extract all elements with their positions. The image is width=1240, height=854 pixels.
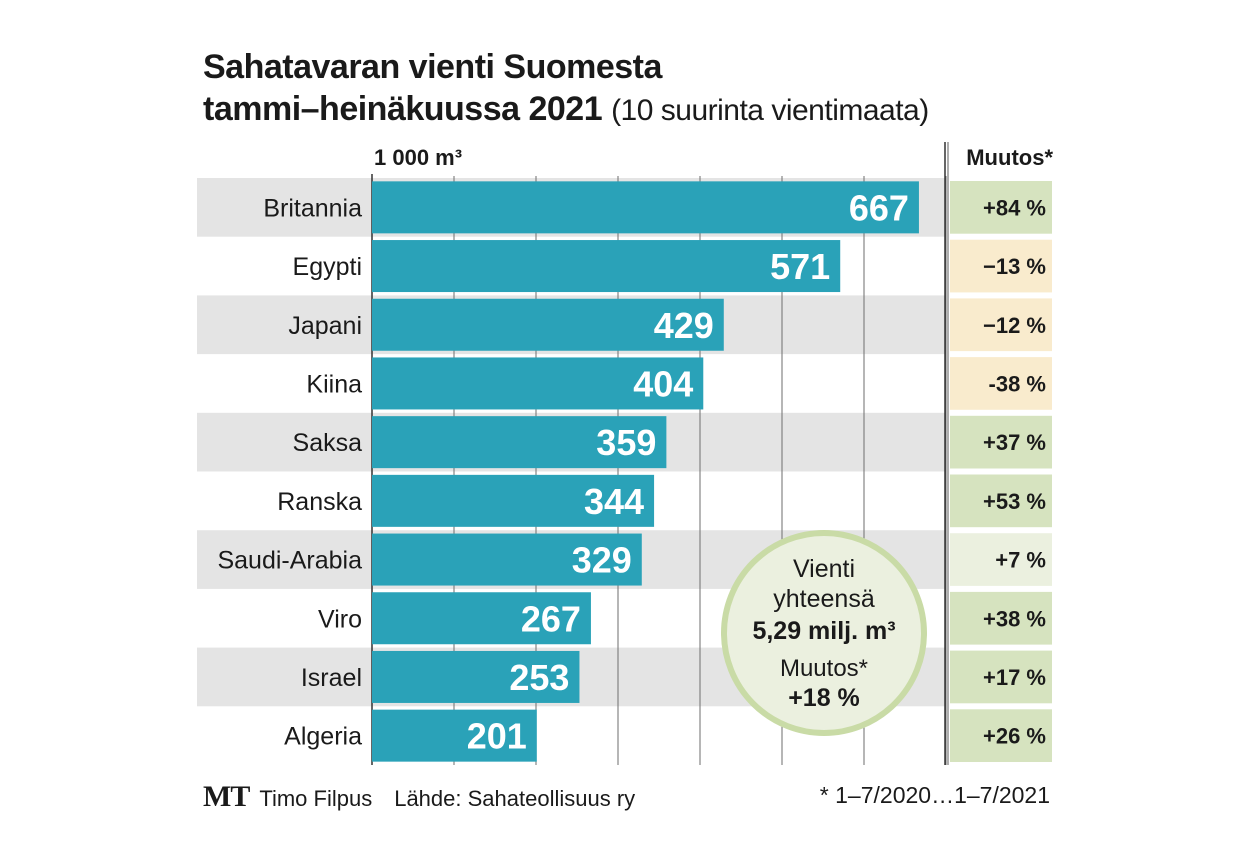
change-cell xyxy=(950,709,1052,762)
value-label: 359 xyxy=(596,422,656,463)
bar xyxy=(372,592,591,645)
change-cell xyxy=(950,474,1052,528)
value-label: 571 xyxy=(770,246,830,287)
mt-logo: MT xyxy=(203,780,250,813)
total-annotation-circle xyxy=(721,530,927,736)
change-value: +38 % xyxy=(983,606,1046,631)
change-header: Muutos* xyxy=(966,145,1053,170)
bar xyxy=(372,357,704,410)
change-cell xyxy=(950,591,1052,645)
change-cell xyxy=(950,357,1052,410)
category-label: Japani xyxy=(288,312,362,340)
change-cell xyxy=(950,181,1052,234)
category-label: Israel xyxy=(301,664,362,692)
title-subtitle: (10 suurinta vientimaata) xyxy=(611,94,929,127)
change-value: -38 % xyxy=(989,371,1046,396)
unit-label: 1 000 m³ xyxy=(374,145,462,170)
title-line-2: tammi–heinäkuussa 2021 xyxy=(203,90,603,128)
value-label: 667 xyxy=(849,187,909,228)
value-label: 344 xyxy=(584,481,644,522)
chart-title: Sahatavaran vienti Suomesta tammi–heinäk… xyxy=(203,46,929,132)
change-value: +26 % xyxy=(983,724,1046,749)
bar xyxy=(372,709,537,762)
bar xyxy=(372,533,642,586)
annotation-line-1: Vienti xyxy=(793,555,855,583)
category-label: Britannia xyxy=(263,194,362,222)
title-line-1: Sahatavaran vienti Suomesta xyxy=(203,48,662,86)
change-value: +17 % xyxy=(983,665,1046,690)
category-label: Viro xyxy=(318,605,362,633)
value-label: 429 xyxy=(654,305,714,346)
bar xyxy=(372,474,655,527)
change-value: +84 % xyxy=(983,195,1046,220)
category-label: Saudi-Arabia xyxy=(217,547,362,575)
value-label: 201 xyxy=(467,716,527,757)
change-cell xyxy=(950,650,1052,704)
change-value: −13 % xyxy=(983,254,1046,279)
annotation-change-label: Muutos* xyxy=(780,655,868,682)
category-label: Saksa xyxy=(293,429,363,457)
bar xyxy=(372,240,841,293)
value-label: 329 xyxy=(572,540,632,581)
source-credit: Lähde: Sahateollisuus ry xyxy=(394,786,636,811)
change-value: −12 % xyxy=(983,313,1046,338)
footer-credits: MT Timo Filpus Lähde: Sahateollisuus ry xyxy=(203,780,635,814)
period-footnote: * 1–7/2020…1–7/2021 xyxy=(819,782,1050,808)
annotation-change-value: +18 % xyxy=(788,684,860,712)
bar xyxy=(372,181,919,234)
category-label: Kiina xyxy=(306,370,362,398)
category-label: Ranska xyxy=(277,488,362,516)
change-cell xyxy=(950,533,1052,586)
value-label: 267 xyxy=(521,598,581,639)
bar xyxy=(372,416,667,469)
change-value: +7 % xyxy=(995,548,1046,573)
change-cell xyxy=(950,298,1052,352)
value-label: 253 xyxy=(509,657,569,698)
value-label: 404 xyxy=(633,363,693,404)
change-value: +53 % xyxy=(983,489,1046,514)
change-cell xyxy=(950,239,1052,293)
bar xyxy=(372,650,580,703)
author-credit: Timo Filpus xyxy=(259,786,373,811)
category-label: Algeria xyxy=(284,723,362,751)
annotation-total: 5,29 milj. m³ xyxy=(752,617,895,645)
annotation-line-2: yhteensä xyxy=(773,585,875,613)
change-value: +37 % xyxy=(983,430,1046,455)
category-label: Egypti xyxy=(293,253,362,281)
change-cell xyxy=(950,415,1052,469)
bar xyxy=(372,298,724,351)
